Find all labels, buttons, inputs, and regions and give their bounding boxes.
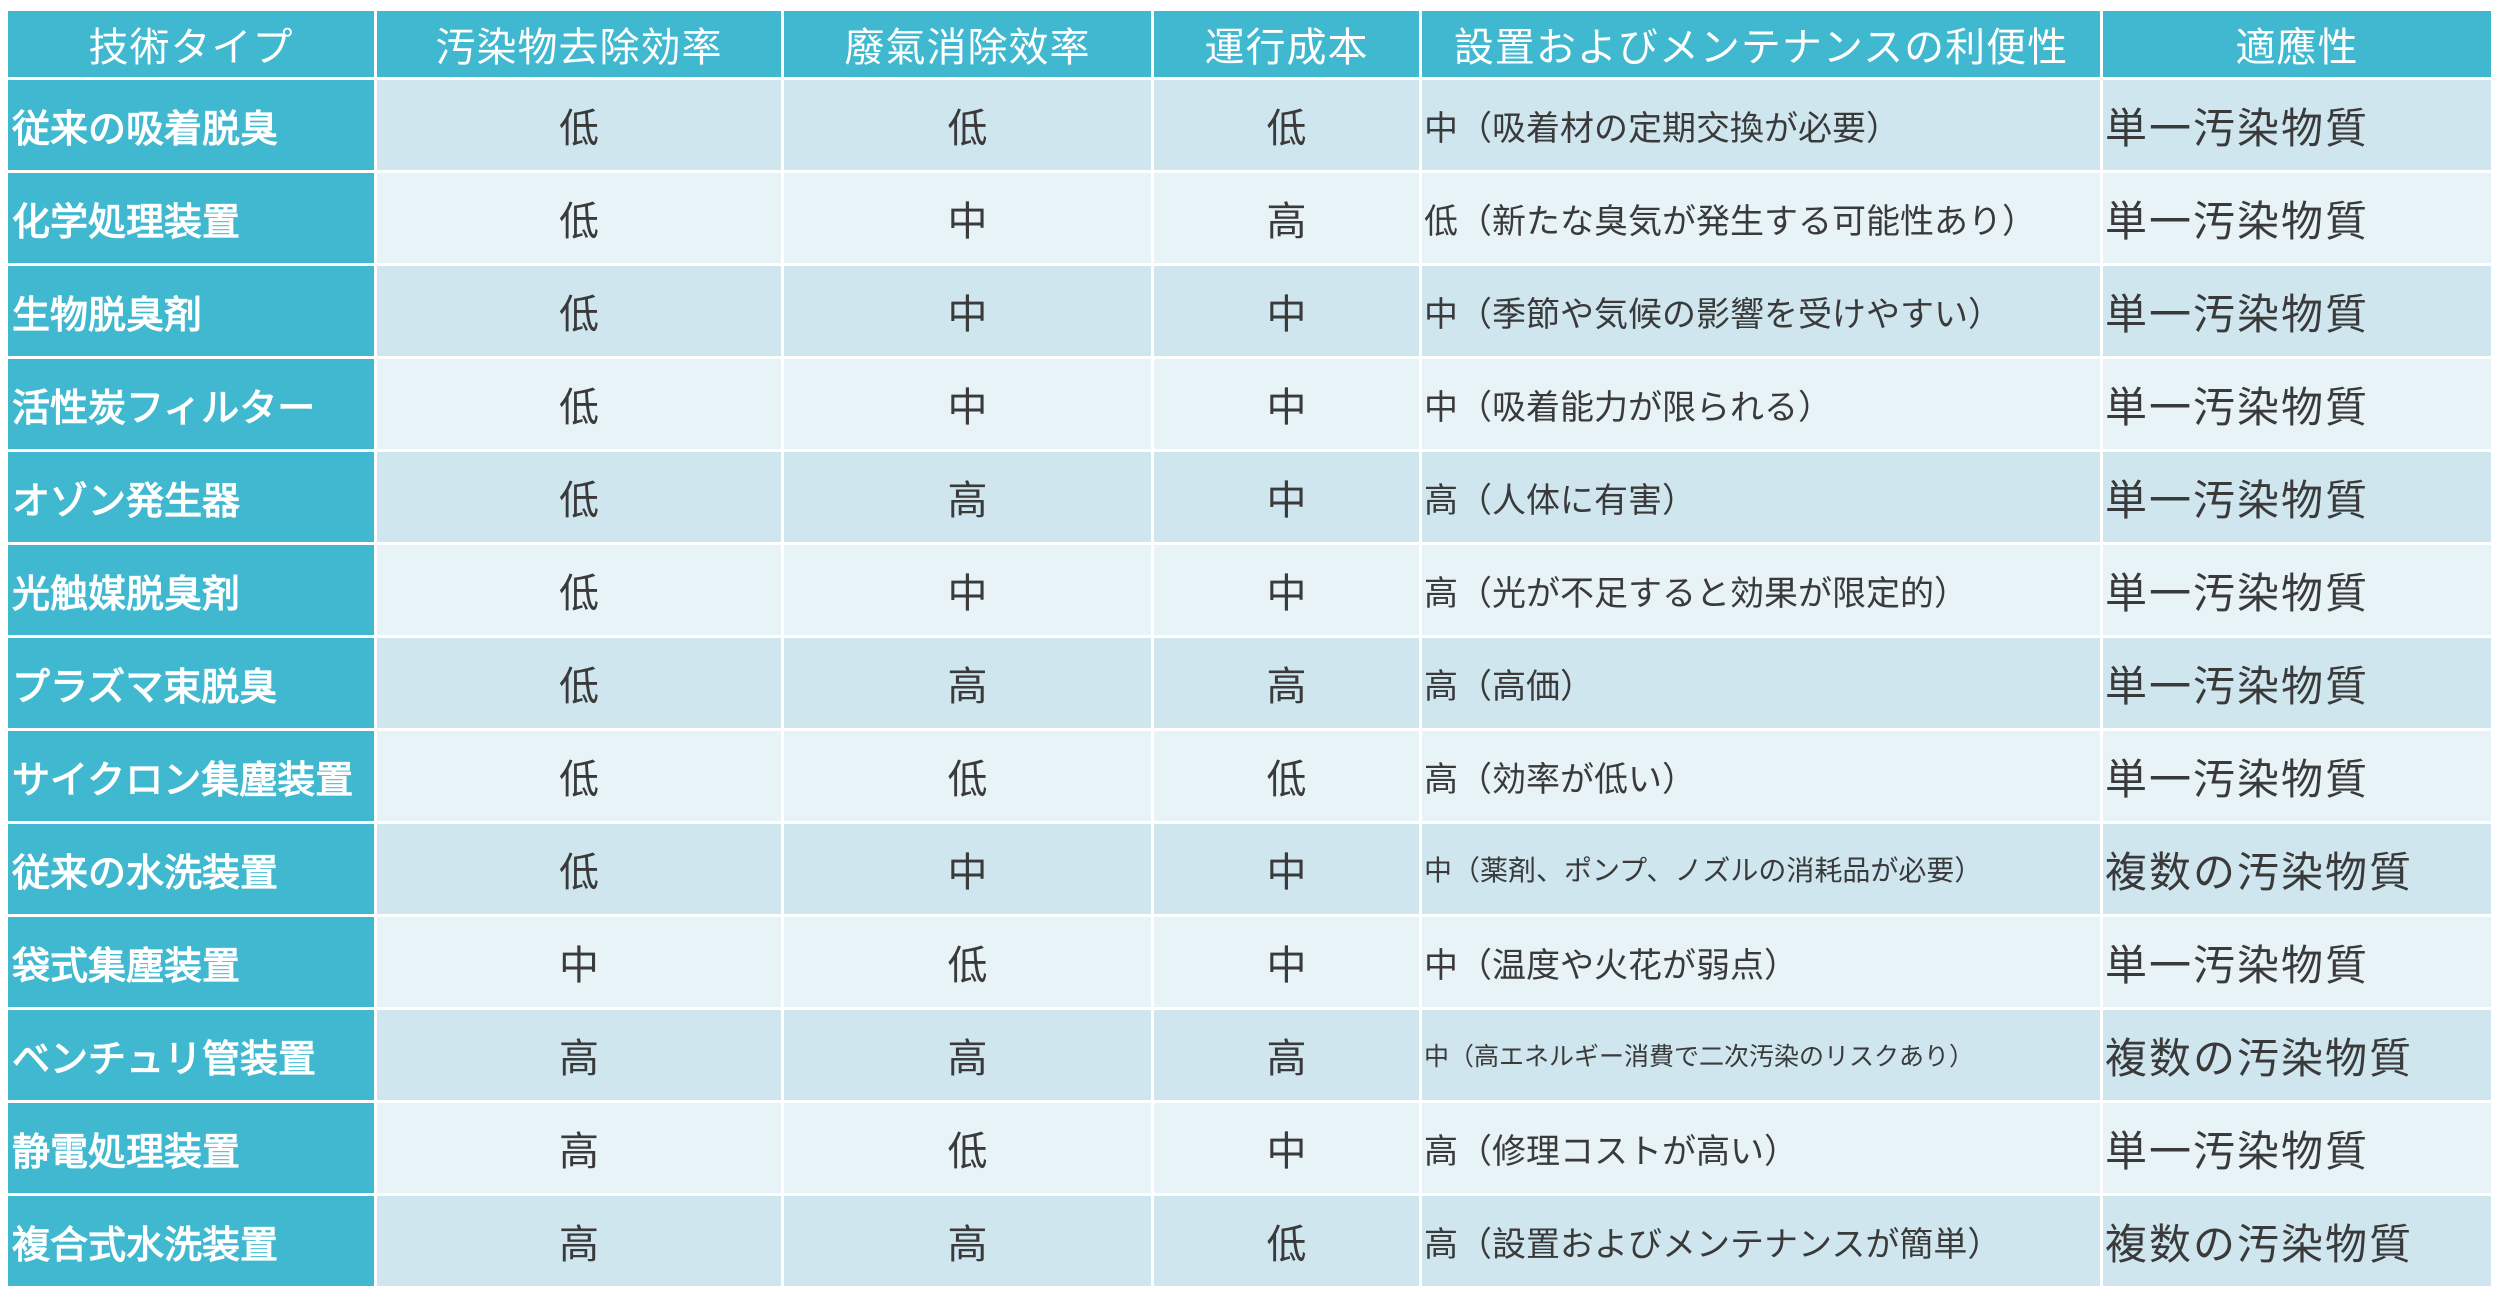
tech-name: 袋式集塵装置 [8, 917, 374, 1007]
exhaust-removal-cell: 低 [784, 731, 1151, 821]
header-installation-maintenance: 設置およびメンテナンスの利便性 [1422, 11, 2100, 77]
table-row: 複合式水洗装置 高 高 低 高（設置およびメンテナンスが簡単） 複数の汚染物質 [8, 1196, 2491, 1286]
tech-name: 静電処理装置 [8, 1103, 374, 1193]
adaptability-cell: 単一汚染物質 [2103, 917, 2491, 1007]
table-row: 光触媒脱臭剤 低 中 中 高（光が不足すると効果が限定的） 単一汚染物質 [8, 545, 2491, 635]
exhaust-removal-cell: 高 [784, 638, 1151, 728]
tech-name: オゾン発生器 [8, 452, 374, 542]
installation-maintenance-cell: 高（人体に有害） [1422, 452, 2100, 542]
tech-name: 化学処理装置 [8, 173, 374, 263]
header-adaptability: 適應性 [2103, 11, 2491, 77]
pollutant-removal-cell: 低 [377, 173, 781, 263]
adaptability-cell: 単一汚染物質 [2103, 266, 2491, 356]
operating-cost-cell: 高 [1154, 638, 1419, 728]
adaptability-cell: 単一汚染物質 [2103, 173, 2491, 263]
operating-cost-cell: 中 [1154, 359, 1419, 449]
operating-cost-cell: 低 [1154, 80, 1419, 170]
adaptability-cell: 複数の汚染物質 [2103, 1196, 2491, 1286]
exhaust-removal-cell: 中 [784, 824, 1151, 914]
tech-name: 光触媒脱臭剤 [8, 545, 374, 635]
table-row: プラズマ束脱臭 低 高 高 高（高価） 単一汚染物質 [8, 638, 2491, 728]
tech-name: 従来の水洗装置 [8, 824, 374, 914]
operating-cost-cell: 中 [1154, 452, 1419, 542]
header-pollutant-removal: 汚染物去除効率 [377, 11, 781, 77]
operating-cost-cell: 中 [1154, 824, 1419, 914]
table-row: 活性炭フィルター 低 中 中 中（吸着能力が限られる） 単一汚染物質 [8, 359, 2491, 449]
table-row: サイクロン集塵装置 低 低 低 高（効率が低い） 単一汚染物質 [8, 731, 2491, 821]
pollutant-removal-cell: 低 [377, 80, 781, 170]
exhaust-removal-cell: 中 [784, 359, 1151, 449]
operating-cost-cell: 中 [1154, 545, 1419, 635]
adaptability-cell: 単一汚染物質 [2103, 359, 2491, 449]
table-row: 化学処理装置 低 中 高 低（新たな臭気が発生する可能性あり） 単一汚染物質 [8, 173, 2491, 263]
operating-cost-cell: 中 [1154, 917, 1419, 1007]
table-row: オゾン発生器 低 高 中 高（人体に有害） 単一汚染物質 [8, 452, 2491, 542]
table-row: 生物脱臭剤 低 中 中 中（季節や気候の影響を受けやすい） 単一汚染物質 [8, 266, 2491, 356]
installation-maintenance-cell: 低（新たな臭気が発生する可能性あり） [1422, 173, 2100, 263]
pollutant-removal-cell: 低 [377, 266, 781, 356]
header-exhaust-removal: 廢氣消除效率 [784, 11, 1151, 77]
exhaust-removal-cell: 低 [784, 917, 1151, 1007]
tech-name: 活性炭フィルター [8, 359, 374, 449]
pollutant-removal-cell: 低 [377, 638, 781, 728]
operating-cost-cell: 低 [1154, 1196, 1419, 1286]
adaptability-cell: 単一汚染物質 [2103, 80, 2491, 170]
operating-cost-cell: 低 [1154, 731, 1419, 821]
exhaust-removal-cell: 低 [784, 80, 1151, 170]
header-operating-cost: 運行成本 [1154, 11, 1419, 77]
tech-name: ベンチュリ管装置 [8, 1010, 374, 1100]
pollutant-removal-cell: 高 [377, 1010, 781, 1100]
adaptability-cell: 単一汚染物質 [2103, 1103, 2491, 1193]
installation-maintenance-cell: 高（効率が低い） [1422, 731, 2100, 821]
installation-maintenance-cell: 高（光が不足すると効果が限定的） [1422, 545, 2100, 635]
installation-maintenance-cell: 高（高価） [1422, 638, 2100, 728]
operating-cost-cell: 中 [1154, 266, 1419, 356]
header-row: 技術タイプ 汚染物去除効率 廢氣消除效率 運行成本 設置およびメンテナンスの利便… [8, 11, 2491, 77]
tech-name: 複合式水洗装置 [8, 1196, 374, 1286]
table-row: 袋式集塵装置 中 低 中 中（温度や火花が弱点） 単一汚染物質 [8, 917, 2491, 1007]
tech-name: サイクロン集塵装置 [8, 731, 374, 821]
exhaust-removal-cell: 高 [784, 452, 1151, 542]
installation-maintenance-cell: 中（温度や火花が弱点） [1422, 917, 2100, 1007]
pollutant-removal-cell: 高 [377, 1196, 781, 1286]
installation-maintenance-cell: 高（設置およびメンテナンスが簡単） [1422, 1196, 2100, 1286]
adaptability-cell: 単一汚染物質 [2103, 638, 2491, 728]
table-row: 従来の吸着脱臭 低 低 低 中（吸着材の定期交換が必要） 単一汚染物質 [8, 80, 2491, 170]
header-tech-type: 技術タイプ [8, 11, 374, 77]
table-row: ベンチュリ管装置 高 高 高 中（高エネルギー消費で二次汚染のリスクあり） 複数… [8, 1010, 2491, 1100]
table-row: 静電処理装置 高 低 中 高（修理コストが高い） 単一汚染物質 [8, 1103, 2491, 1193]
operating-cost-cell: 高 [1154, 1010, 1419, 1100]
adaptability-cell: 複数の汚染物質 [2103, 1010, 2491, 1100]
exhaust-removal-cell: 高 [784, 1196, 1151, 1286]
operating-cost-cell: 高 [1154, 173, 1419, 263]
pollutant-removal-cell: 低 [377, 731, 781, 821]
adaptability-cell: 単一汚染物質 [2103, 452, 2491, 542]
exhaust-removal-cell: 低 [784, 1103, 1151, 1193]
tech-name: プラズマ束脱臭 [8, 638, 374, 728]
adaptability-cell: 単一汚染物質 [2103, 545, 2491, 635]
adaptability-cell: 単一汚染物質 [2103, 731, 2491, 821]
installation-maintenance-cell: 中（高エネルギー消費で二次汚染のリスクあり） [1422, 1010, 2100, 1100]
table-row: 従来の水洗装置 低 中 中 中（薬剤、ポンプ、ノズルの消耗品が必要） 複数の汚染… [8, 824, 2491, 914]
operating-cost-cell: 中 [1154, 1103, 1419, 1193]
installation-maintenance-cell: 中（吸着能力が限られる） [1422, 359, 2100, 449]
pollutant-removal-cell: 中 [377, 917, 781, 1007]
installation-maintenance-cell: 高（修理コストが高い） [1422, 1103, 2100, 1193]
exhaust-removal-cell: 高 [784, 1010, 1151, 1100]
installation-maintenance-cell: 中（吸着材の定期交換が必要） [1422, 80, 2100, 170]
tech-name: 従来の吸着脱臭 [8, 80, 374, 170]
pollutant-removal-cell: 低 [377, 452, 781, 542]
exhaust-removal-cell: 中 [784, 545, 1151, 635]
pollutant-removal-cell: 高 [377, 1103, 781, 1193]
comparison-table: 技術タイプ 汚染物去除効率 廢氣消除效率 運行成本 設置およびメンテナンスの利便… [5, 8, 2493, 1289]
adaptability-cell: 複数の汚染物質 [2103, 824, 2491, 914]
exhaust-removal-cell: 中 [784, 173, 1151, 263]
installation-maintenance-cell: 中（薬剤、ポンプ、ノズルの消耗品が必要） [1422, 824, 2100, 914]
exhaust-removal-cell: 中 [784, 266, 1151, 356]
pollutant-removal-cell: 低 [377, 824, 781, 914]
pollutant-removal-cell: 低 [377, 545, 781, 635]
installation-maintenance-cell: 中（季節や気候の影響を受けやすい） [1422, 266, 2100, 356]
pollutant-removal-cell: 低 [377, 359, 781, 449]
tech-name: 生物脱臭剤 [8, 266, 374, 356]
